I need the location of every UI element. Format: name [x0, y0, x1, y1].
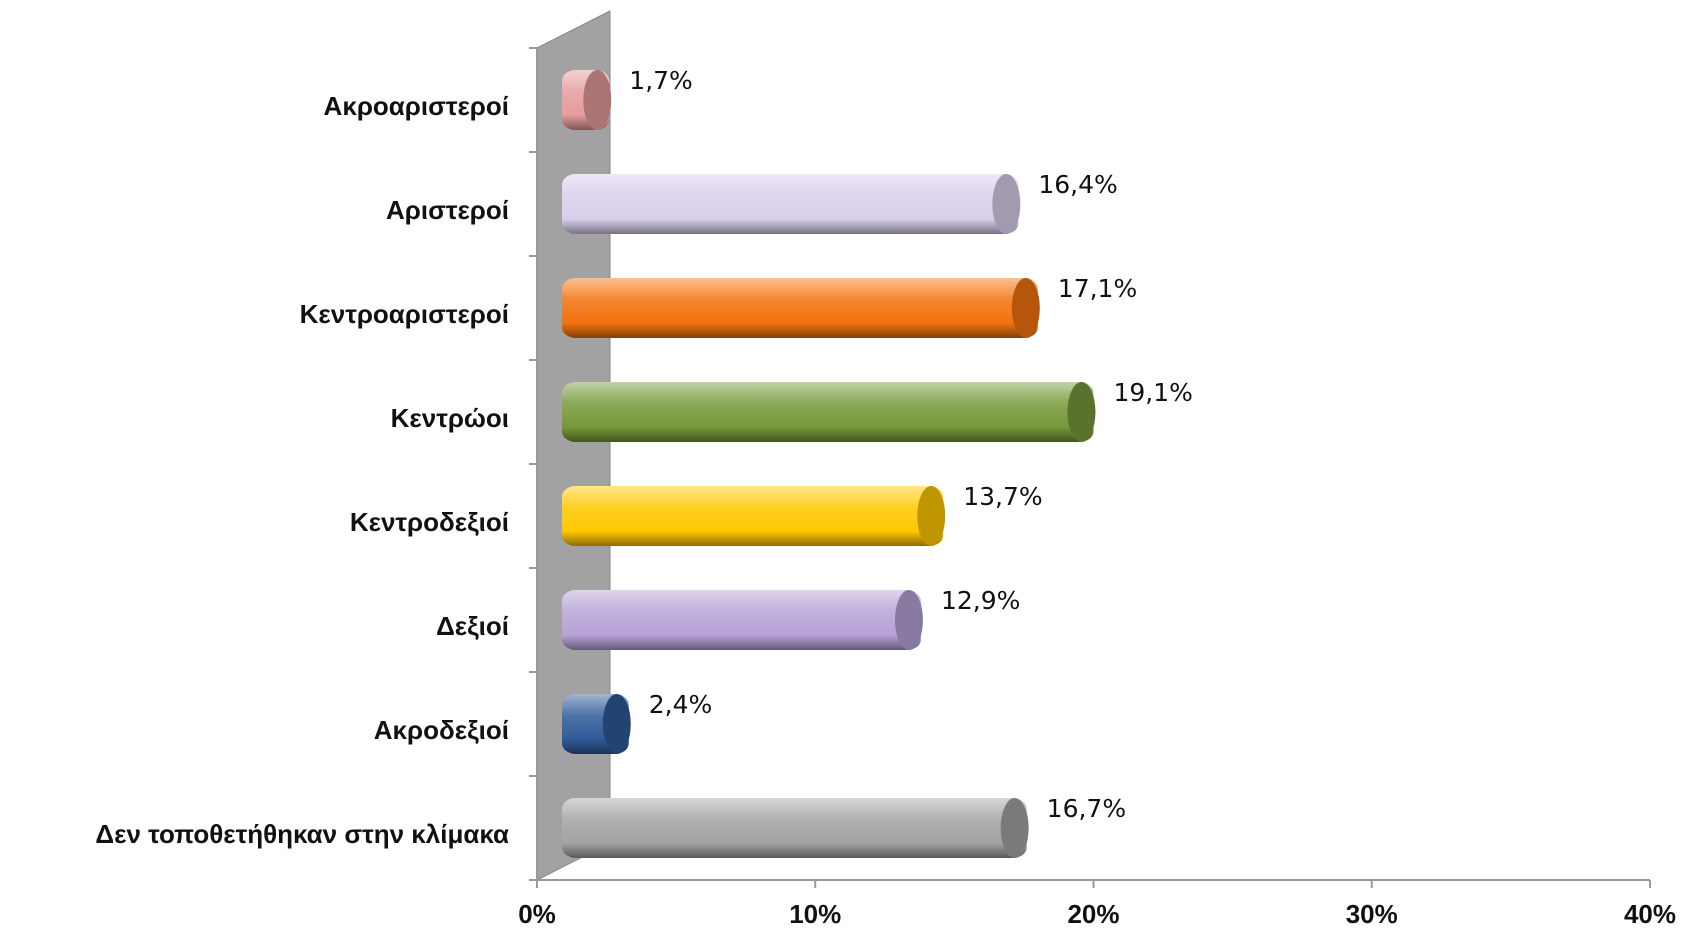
category-label: Κεντροαριστεροί	[300, 299, 509, 329]
value-label: 16,7%	[1047, 794, 1126, 823]
bar-cap	[992, 174, 1021, 234]
bar	[562, 486, 944, 546]
bar-cap	[602, 694, 631, 754]
bar	[562, 278, 1038, 338]
category-label: Αριστεροί	[386, 195, 509, 225]
x-tick-label: 30%	[1346, 899, 1398, 929]
x-tick-label: 20%	[1067, 899, 1119, 929]
bar	[562, 382, 1094, 442]
bar-cap	[583, 70, 612, 130]
category-label: Δεξιοί	[436, 611, 509, 641]
bar-cap	[1011, 278, 1040, 338]
bar-cap	[1000, 798, 1029, 858]
bar	[562, 798, 1027, 858]
category-label: Κεντροδεξιοί	[350, 507, 509, 537]
category-label: Ακροαριστεροί	[324, 91, 509, 121]
value-label: 19,1%	[1113, 378, 1192, 407]
category-label: Κεντρώοι	[391, 403, 509, 433]
bar	[562, 590, 921, 650]
value-label: 1,7%	[629, 66, 693, 95]
value-label: 12,9%	[941, 586, 1020, 615]
bar-cap	[894, 590, 923, 650]
bar	[562, 174, 1019, 234]
value-label: 13,7%	[963, 482, 1042, 511]
value-label: 2,4%	[649, 690, 713, 719]
category-label: Ακροδεξιοί	[374, 715, 509, 745]
x-tick-label: 40%	[1624, 899, 1676, 929]
bar-cap	[1067, 382, 1096, 442]
x-tick-label: 0%	[518, 899, 556, 929]
x-tick-label: 10%	[789, 899, 841, 929]
category-label: Δεν τοποθετήθηκαν στην κλίμακα	[95, 819, 509, 849]
value-label: 16,4%	[1038, 170, 1117, 199]
value-label: 17,1%	[1058, 274, 1137, 303]
bar-cap	[917, 486, 946, 546]
